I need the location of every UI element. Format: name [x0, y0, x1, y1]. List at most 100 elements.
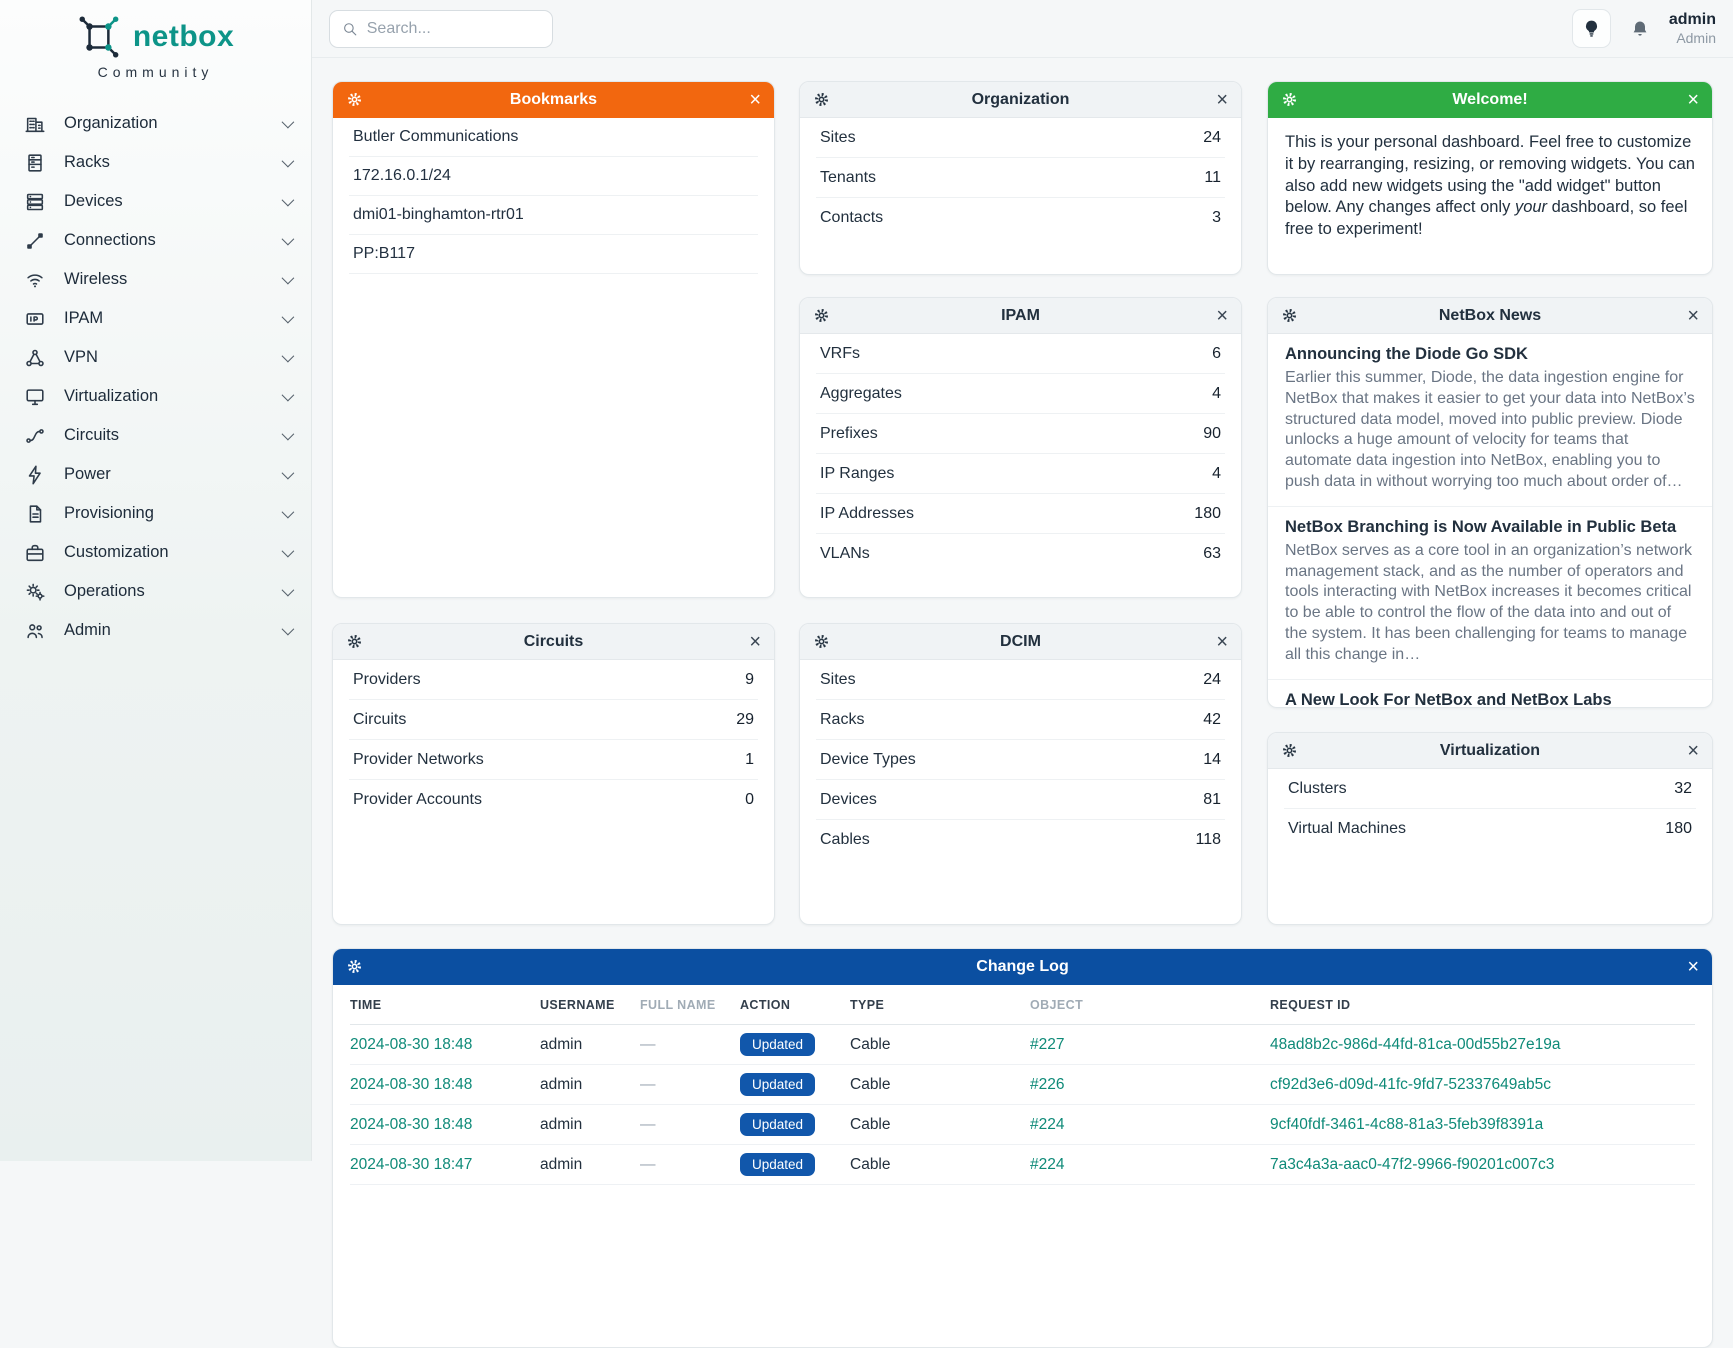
count-label[interactable]: VLANs: [820, 545, 870, 562]
change-request-id-link[interactable]: 7a3c4a3a-aac0-47f2-9966-f90201c007c3: [1270, 1155, 1555, 1173]
close-icon[interactable]: ×: [749, 630, 761, 653]
news-title[interactable]: NetBox Branching is Now Available in Pub…: [1285, 517, 1677, 536]
count-label[interactable]: VRFs: [820, 344, 860, 362]
news-title[interactable]: A New Look For NetBox and NetBox Labs: [1285, 690, 1612, 708]
count-label[interactable]: Provider Networks: [353, 750, 484, 768]
sidebar-item-provisioning[interactable]: Provisioning: [0, 494, 311, 533]
sidebar-item-organization[interactable]: Organization: [0, 104, 311, 143]
count-label[interactable]: Virtual Machines: [1288, 820, 1406, 837]
bookmark-item[interactable]: 172.16.0.1/24: [349, 157, 758, 196]
count-label[interactable]: Devices: [820, 790, 877, 808]
sidebar-item-power[interactable]: Power: [0, 455, 311, 494]
close-icon[interactable]: ×: [1216, 88, 1228, 111]
change-object-link[interactable]: #227: [1030, 1035, 1065, 1053]
count-label[interactable]: Device Types: [820, 750, 916, 768]
change-time-link[interactable]: 2024-08-30 18:47: [350, 1155, 473, 1173]
bookmark-item[interactable]: dmi01-binghamton-rtr01: [349, 196, 758, 235]
close-icon[interactable]: ×: [1687, 955, 1699, 978]
count-label[interactable]: Prefixes: [820, 424, 878, 442]
gear-icon[interactable]: [813, 307, 830, 324]
count-value[interactable]: 3: [1212, 209, 1221, 226]
column-header-action[interactable]: ACTION: [740, 997, 791, 1012]
gear-icon[interactable]: [1281, 307, 1298, 324]
count-value[interactable]: 90: [1203, 424, 1221, 442]
sidebar-item-racks[interactable]: Racks: [0, 143, 311, 182]
column-header-type[interactable]: TYPE: [850, 997, 885, 1012]
change-request-id-link[interactable]: 48ad8b2c-986d-44fd-81ca-00d55b27e19a: [1270, 1035, 1561, 1053]
theme-toggle-button[interactable]: [1571, 9, 1611, 48]
bookmark-item[interactable]: PP:B117: [349, 235, 758, 274]
change-time-link[interactable]: 2024-08-30 18:48: [350, 1115, 473, 1133]
change-object-link[interactable]: #224: [1030, 1155, 1065, 1173]
user-menu[interactable]: admin Admin: [1669, 11, 1716, 45]
close-icon[interactable]: ×: [749, 88, 761, 111]
count-label[interactable]: Sites: [820, 670, 856, 688]
count-label[interactable]: Clusters: [1288, 779, 1347, 797]
sidebar-item-devices[interactable]: Devices: [0, 182, 311, 221]
change-object-link[interactable]: #224: [1030, 1115, 1065, 1133]
column-header-time[interactable]: TIME: [350, 997, 382, 1012]
change-request-id-link[interactable]: cf92d3e6-d09d-41fc-9fd7-52337649ab5c: [1270, 1075, 1551, 1093]
sidebar-item-virtualization[interactable]: Virtualization: [0, 377, 311, 416]
sidebar-item-connections[interactable]: Connections: [0, 221, 311, 260]
news-title[interactable]: Announcing the Diode Go SDK: [1285, 345, 1528, 363]
change-object-link[interactable]: #226: [1030, 1075, 1065, 1093]
count-label[interactable]: Providers: [353, 670, 421, 688]
column-header-username[interactable]: USERNAME: [540, 997, 615, 1012]
gear-icon[interactable]: [813, 633, 830, 650]
count-value[interactable]: 42: [1203, 710, 1221, 728]
gear-icon[interactable]: [346, 91, 363, 108]
sidebar-item-customization[interactable]: Customization: [0, 533, 311, 572]
count-value[interactable]: 63: [1203, 545, 1221, 562]
count-value[interactable]: 14: [1203, 750, 1221, 768]
notifications-button[interactable]: [1625, 9, 1655, 48]
count-label[interactable]: Tenants: [820, 168, 877, 186]
count-label[interactable]: Contacts: [820, 209, 884, 226]
count-value[interactable]: 24: [1203, 128, 1221, 146]
count-label[interactable]: Aggregates: [820, 384, 902, 402]
count-label[interactable]: Sites: [820, 128, 856, 146]
count-value[interactable]: 180: [1665, 820, 1692, 837]
bookmark-item[interactable]: Butler Communications: [349, 118, 758, 157]
change-time-link[interactable]: 2024-08-30 18:48: [350, 1035, 473, 1053]
count-value[interactable]: 1: [745, 750, 754, 768]
sidebar-item-ipam[interactable]: IPAM: [0, 299, 311, 338]
count-value[interactable]: 4: [1212, 464, 1221, 482]
gear-icon[interactable]: [346, 633, 363, 650]
count-value[interactable]: 29: [736, 710, 754, 728]
count-value[interactable]: 11: [1204, 168, 1221, 186]
close-icon[interactable]: ×: [1687, 739, 1699, 762]
count-label[interactable]: IP Ranges: [820, 464, 895, 482]
gear-icon[interactable]: [1281, 91, 1298, 108]
count-label[interactable]: Cables: [820, 831, 870, 848]
count-value[interactable]: 6: [1212, 344, 1221, 362]
change-request-id-link[interactable]: 9cf40fdf-3461-4c88-81a3-5feb39f8391a: [1270, 1115, 1544, 1133]
sidebar-item-operations[interactable]: Operations: [0, 572, 311, 611]
count-value[interactable]: 81: [1203, 790, 1221, 808]
count-value[interactable]: 4: [1212, 384, 1221, 402]
sidebar-item-wireless[interactable]: Wireless: [0, 260, 311, 299]
count-label[interactable]: IP Addresses: [820, 504, 914, 522]
close-icon[interactable]: ×: [1687, 304, 1699, 327]
count-value[interactable]: 118: [1195, 831, 1221, 848]
count-label[interactable]: Circuits: [353, 710, 407, 728]
column-header-request-id[interactable]: REQUEST ID: [1270, 997, 1351, 1012]
count-value[interactable]: 9: [745, 670, 754, 688]
sidebar-item-vpn[interactable]: VPN: [0, 338, 311, 377]
close-icon[interactable]: ×: [1216, 304, 1228, 327]
gear-icon[interactable]: [1281, 742, 1298, 759]
sidebar-item-circuits[interactable]: Circuits: [0, 416, 311, 455]
search-input[interactable]: [366, 20, 540, 38]
change-time-link[interactable]: 2024-08-30 18:48: [350, 1075, 473, 1093]
close-icon[interactable]: ×: [1687, 88, 1699, 111]
netbox-logo[interactable]: netbox: [0, 16, 311, 58]
count-value[interactable]: 24: [1203, 670, 1221, 688]
gear-icon[interactable]: [346, 958, 363, 975]
close-icon[interactable]: ×: [1216, 630, 1228, 653]
count-value[interactable]: 32: [1674, 779, 1692, 797]
count-value[interactable]: 180: [1194, 504, 1221, 522]
count-value[interactable]: 0: [745, 791, 754, 808]
gear-icon[interactable]: [813, 91, 830, 108]
count-label[interactable]: Provider Accounts: [353, 791, 482, 808]
count-label[interactable]: Racks: [820, 710, 865, 728]
